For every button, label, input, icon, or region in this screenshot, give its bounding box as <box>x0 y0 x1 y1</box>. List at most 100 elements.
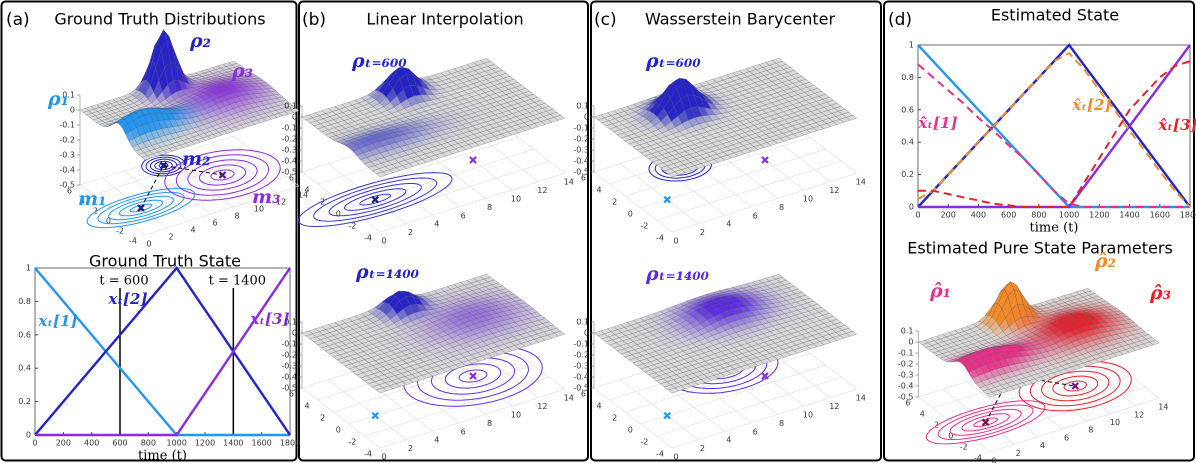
floor-grid <box>640 148 826 209</box>
floor-grid <box>118 165 274 216</box>
u-tick-label: 14 <box>298 191 308 200</box>
v-tick-label: -2 <box>640 438 648 447</box>
contour <box>108 195 174 221</box>
z-tick-label: 0.1 <box>576 102 589 111</box>
plot-label: ρ̂₃ <box>1149 282 1171 304</box>
v-tick-label: 4 <box>920 410 925 419</box>
v-tick-label: 0 <box>628 426 633 435</box>
v-tick-label: 4 <box>305 402 310 411</box>
x-tick-label: 1400 <box>223 439 243 448</box>
u-tick-label: 8 <box>234 212 239 221</box>
y-tick-label: 1 <box>26 264 31 273</box>
z-tick-label: -0.2 <box>898 360 914 369</box>
mean-link <box>140 164 223 209</box>
floor-grid <box>211 142 278 194</box>
z-tick-label: -0.5 <box>573 384 589 393</box>
z-tick-label: -0.3 <box>573 146 589 155</box>
surface-plot: 02468101214-4-202460.10-0.1-0.2-0.3-0.4-… <box>281 50 574 246</box>
u-tick-label: 4 <box>1040 441 1045 450</box>
y-tick-label: 0 <box>26 431 31 440</box>
contour <box>175 154 270 196</box>
u-tick-label: 14 <box>564 394 574 403</box>
u-tick-label: 6 <box>1064 433 1069 442</box>
contour <box>164 149 281 201</box>
chart-title: Ground Truth State <box>89 252 241 271</box>
z-tick-label: 0 <box>292 329 297 338</box>
x-tick-label: 400 <box>971 211 986 220</box>
y-tick-label: 0.8 <box>18 297 31 306</box>
y-tick-label: 0.6 <box>18 330 31 339</box>
series-line <box>35 267 291 437</box>
floor-grid <box>233 135 300 187</box>
floor-grid <box>328 163 407 224</box>
z-tick-label: -0.3 <box>59 151 75 160</box>
surface-plot: 02468101214-4-202460.10-0.1-0.2-0.3-0.4-… <box>898 250 1171 463</box>
v-tick-label: 2 <box>320 414 325 423</box>
plot-label: ρ₁ <box>47 88 69 110</box>
floor-grid <box>123 170 190 222</box>
z-tick-label: 0.1 <box>901 327 914 336</box>
z-tick-label: -0.3 <box>281 362 297 371</box>
x-tick-label: 1200 <box>1089 211 1109 220</box>
x-tick-label: 600 <box>1001 211 1016 220</box>
contour <box>359 193 392 206</box>
z-tick-label: 0 <box>584 329 589 338</box>
u-tick-label: 10 <box>803 411 813 420</box>
z-tick-label: 0.1 <box>284 102 297 111</box>
floor-grid <box>348 364 534 425</box>
u-tick-label: 6 <box>753 427 758 436</box>
u-tick-label: 0 <box>673 237 678 246</box>
u-tick-label: 14 <box>564 178 574 187</box>
mean-marker <box>159 161 168 170</box>
u-tick-label: 4 <box>434 220 439 229</box>
surface-plot: 02468101214-4-202460.10-0.1-0.2-0.3-0.4-… <box>573 50 866 246</box>
v-tick-label: -4 <box>974 454 982 463</box>
u-tick-label: 4 <box>434 436 439 445</box>
floor-grid <box>671 172 857 233</box>
v-tick-label: 2 <box>320 198 325 207</box>
floor-grid <box>167 156 234 208</box>
z-tick-label: -0.1 <box>573 340 589 349</box>
floor-grid <box>379 172 565 233</box>
z-tick-label: -0.1 <box>281 124 297 133</box>
plot-area <box>34 267 291 436</box>
u-tick-label: 0 <box>146 240 151 249</box>
u-tick-label: 10 <box>1110 418 1120 427</box>
z-tick-label: -0.4 <box>281 373 297 382</box>
u-tick-label: 8 <box>487 419 492 428</box>
v-tick-label: 4 <box>597 186 602 195</box>
mean-marker <box>981 418 990 427</box>
z-tick-label: 0 <box>70 106 75 115</box>
floor-grid <box>328 379 407 440</box>
contour <box>145 156 182 175</box>
x-axis-label: time (t) <box>138 449 187 463</box>
v-tick-label: -4 <box>364 234 372 243</box>
plot-label: m₂ <box>182 148 210 170</box>
surface-cell <box>141 155 151 161</box>
contour <box>198 164 247 186</box>
floor-grid <box>144 185 300 236</box>
v-tick-label: 4 <box>80 197 85 206</box>
mean-marker <box>371 411 379 420</box>
x-tick-label: 0 <box>32 439 37 448</box>
floor-grid <box>625 136 811 197</box>
panel-label: (c) <box>594 10 617 30</box>
u-tick-label: 12 <box>537 186 547 195</box>
u-tick-label: 6 <box>212 219 217 228</box>
u-tick-label: 0 <box>381 237 386 246</box>
z-tick-label: -0.1 <box>59 121 75 130</box>
floor-grid <box>333 352 519 413</box>
z-tick-label: 0 <box>584 113 589 122</box>
mean-marker <box>469 156 477 164</box>
v-tick-label: -2 <box>116 227 124 236</box>
x-tick-label: 1600 <box>251 439 271 448</box>
u-tick-label: 4 <box>726 220 731 229</box>
plot-label: ρ̂₁ <box>929 280 951 302</box>
v-tick-label: 6 <box>289 174 294 183</box>
floor-grid <box>79 184 146 236</box>
plot-label: ρₜ₌₁₄₀₀ <box>355 261 420 283</box>
u-tick-label: 10 <box>511 195 521 204</box>
v-tick-label: 2 <box>612 198 617 207</box>
z-tick-label: 0 <box>908 338 913 347</box>
